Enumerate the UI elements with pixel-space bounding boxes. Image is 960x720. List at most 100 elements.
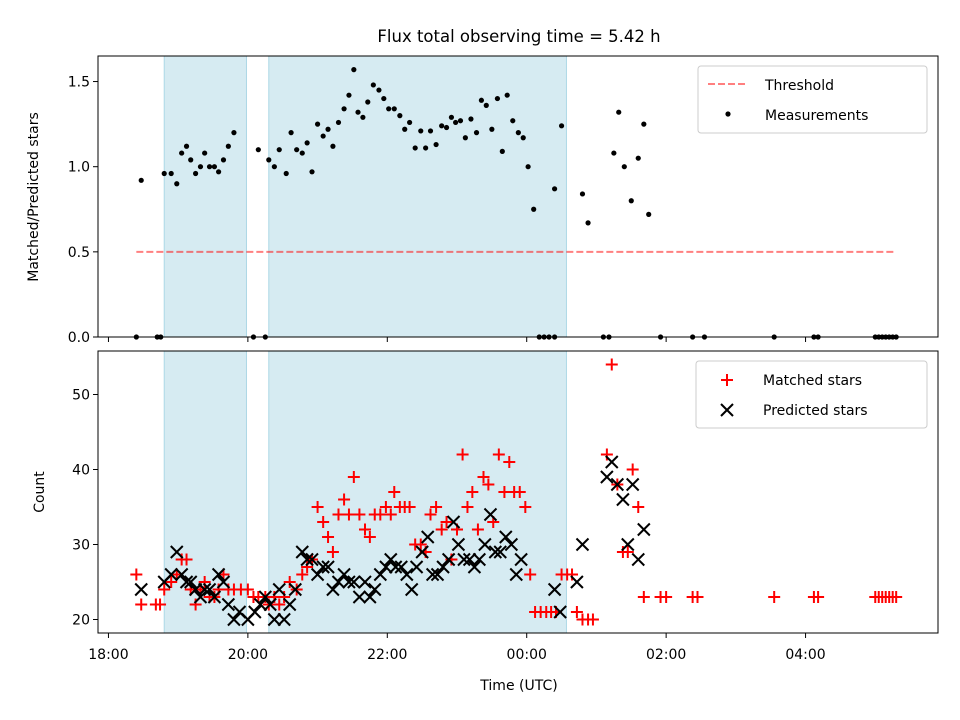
predicted-star-point (575, 537, 590, 552)
matched-star-point (158, 583, 171, 596)
predicted-star-point (337, 567, 351, 582)
measurement-point (423, 145, 429, 151)
matched-star-point (180, 553, 193, 566)
predicted-star-point (277, 612, 291, 627)
measurement-point (439, 123, 445, 129)
predicted-star-point (467, 560, 482, 574)
measurement-point (220, 157, 227, 163)
measurement-point (276, 147, 282, 153)
measurement-point (621, 164, 627, 170)
predicted-star-point (358, 575, 372, 589)
matched-star-point (273, 598, 286, 611)
ratio-shaded-interval (163, 55, 247, 338)
matched-star-point (374, 508, 387, 521)
matched-star-point (363, 531, 376, 543)
ratio-y-axis-label: Matched/Predicted stars (26, 112, 42, 282)
predicted-star-point (211, 567, 226, 582)
matched-star-point (626, 463, 639, 476)
matched-star-point (414, 538, 427, 551)
matched-star-point (477, 471, 490, 483)
predicted-star-point (202, 582, 217, 597)
measurement-point (386, 106, 392, 112)
predicted-star-point (164, 567, 178, 582)
measurement-point (579, 191, 586, 197)
predicted-star-point (258, 590, 273, 604)
predicted-star-point (363, 590, 377, 604)
predicted-star-point (394, 560, 408, 574)
measurement-point (370, 82, 376, 88)
measurement-point (585, 220, 591, 226)
measurement-point (412, 145, 418, 151)
measurement-point (468, 116, 474, 122)
matched-star-point (471, 523, 484, 536)
measurement-point (309, 169, 315, 175)
x-tick-label: 18:00 (88, 647, 128, 663)
predicted-star-point (267, 612, 282, 627)
measurement-point (520, 135, 526, 141)
count-plot-frame (97, 350, 939, 634)
ratio-legend: Threshold Measurements (697, 65, 928, 134)
measurement-point (288, 130, 294, 136)
matched-star-point (503, 456, 516, 468)
measurement-point (266, 157, 272, 163)
measurement-point (320, 133, 326, 139)
x-tick-label: 22:00 (367, 647, 407, 663)
predicted-star-point (637, 522, 651, 537)
matched-star-point (338, 493, 351, 506)
matched-star-point (353, 508, 366, 521)
predicted-star-point (621, 537, 635, 552)
matched-star-point (440, 516, 453, 528)
measurement-point (504, 92, 510, 98)
predicted-star-point (631, 552, 645, 567)
predicted-star-point (616, 492, 630, 507)
measurement-point (360, 114, 366, 120)
matched-star-point (637, 591, 650, 603)
measurement-point (376, 87, 382, 93)
ratio-y-tick-label: 0.5 (68, 245, 90, 261)
predicted-star-point (331, 575, 346, 589)
measurement-point (225, 143, 231, 149)
measurement-point (355, 109, 361, 115)
measurement-point (448, 114, 455, 120)
matched-star-point (570, 606, 583, 618)
predicted-star-point (483, 507, 498, 522)
legend-matched-swatch (721, 374, 733, 386)
predicted-star-point (300, 552, 314, 567)
matched-star-point (466, 486, 479, 498)
x-axis-label: Time (UTC) (479, 678, 557, 694)
predicted-star-point (436, 560, 450, 574)
ratio-y-tick-label: 1.0 (68, 160, 90, 176)
count-y-tick-label: 20 (72, 613, 90, 629)
matched-star-point (492, 448, 505, 461)
measurement-point (483, 102, 489, 108)
predicted-star-point (509, 567, 523, 582)
count-y-tick-label: 50 (72, 388, 90, 404)
measurement-point (161, 170, 167, 177)
measurement-point (211, 164, 218, 170)
matched-star-point (890, 591, 903, 603)
predicted-star-point (216, 575, 231, 589)
ratio-plot-frame (97, 55, 939, 338)
predicted-star-point (425, 567, 440, 582)
predicted-star-point (451, 537, 466, 552)
predicted-star-point (227, 612, 241, 627)
matched-star-point (283, 576, 296, 588)
matched-star-point (768, 591, 781, 603)
x-tick-label: 20:00 (228, 647, 268, 663)
predicted-star-point (547, 582, 562, 597)
predicted-star-point (553, 605, 567, 619)
predicted-star-point (514, 552, 528, 567)
x-tick-label: 04:00 (785, 647, 825, 663)
predicted-star-point (400, 567, 414, 582)
ratio-shaded-interval (268, 55, 567, 338)
measurement-point (314, 121, 321, 127)
matched-star-point (296, 568, 309, 581)
ratio-y-tick-label: 0.0 (68, 330, 90, 346)
predicted-star-point (288, 582, 302, 597)
measurement-point (646, 211, 652, 217)
measurement-point (168, 170, 174, 177)
matched-star-point (435, 523, 448, 536)
predicted-star-point (610, 477, 625, 492)
ratio-panel: 0.0 0.5 1.0 1.5 Matched/Predicted stars Thr… (26, 55, 939, 346)
